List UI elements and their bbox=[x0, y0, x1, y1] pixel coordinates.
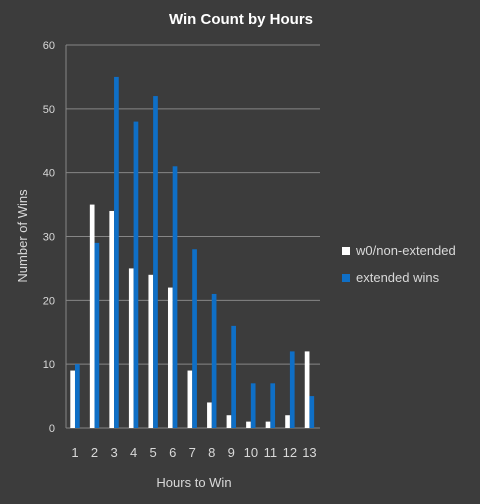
y-tick-label: 50 bbox=[43, 104, 55, 116]
bar-extended-5 bbox=[153, 96, 158, 429]
bar-non-extended-2 bbox=[89, 204, 95, 428]
x-tick-label: 7 bbox=[189, 445, 196, 460]
bar-extended-8 bbox=[211, 293, 217, 428]
x-tick-label: 13 bbox=[302, 445, 316, 460]
y-tick-label: 0 bbox=[49, 423, 55, 435]
bar-extended-2 bbox=[94, 242, 100, 428]
legend-label: extended wins bbox=[356, 270, 440, 285]
bar-non-extended-9 bbox=[226, 415, 232, 428]
legend-label: w0/non-extended bbox=[355, 243, 456, 258]
bar-extended-12 bbox=[289, 351, 295, 428]
bar-extended-11 bbox=[270, 383, 276, 428]
bar-extended-1 bbox=[74, 364, 80, 428]
x-tick-label: 9 bbox=[228, 445, 235, 460]
bar-extended-13 bbox=[309, 396, 315, 428]
y-tick-label: 10 bbox=[43, 359, 55, 371]
y-tick-label: 30 bbox=[43, 232, 55, 244]
y-tick-labels: 0 10 20 30 40 50 60 bbox=[43, 40, 55, 435]
x-tick-label: 2 bbox=[91, 445, 98, 460]
chart-title: Win Count by Hours bbox=[169, 11, 313, 28]
x-tick-label: 3 bbox=[110, 445, 117, 460]
bars bbox=[70, 76, 315, 429]
bar-extended-6 bbox=[172, 166, 178, 429]
bar-non-extended-11 bbox=[265, 421, 271, 428]
bar-non-extended-3 bbox=[109, 210, 115, 428]
x-axis-label: Hours to Win bbox=[156, 475, 231, 490]
legend-swatch bbox=[342, 247, 350, 255]
bar-extended-4 bbox=[133, 121, 139, 428]
bar-non-extended-6 bbox=[167, 287, 173, 428]
x-tick-label: 5 bbox=[150, 445, 157, 460]
bar-non-extended-13 bbox=[304, 351, 310, 428]
x-tick-label: 12 bbox=[283, 445, 297, 460]
bar-non-extended-4 bbox=[128, 268, 134, 428]
bar-non-extended-8 bbox=[207, 402, 212, 428]
bar-extended-10 bbox=[250, 383, 256, 428]
bar-non-extended-10 bbox=[246, 421, 251, 428]
bar-non-extended-1 bbox=[70, 370, 75, 428]
x-tick-labels: 1 2 3 4 5 6 7 8 9 10 11 12 13 bbox=[71, 445, 316, 460]
bar-non-extended-7 bbox=[187, 370, 193, 428]
y-tick-label: 60 bbox=[43, 40, 55, 52]
y-tick-label: 20 bbox=[43, 295, 55, 307]
legend-swatch bbox=[342, 274, 350, 282]
bar-extended-3 bbox=[114, 76, 119, 429]
legend: w0/non-extended extended wins bbox=[342, 243, 456, 285]
x-tick-label: 1 bbox=[71, 445, 78, 460]
x-tick-label: 6 bbox=[169, 445, 176, 460]
bar-extended-7 bbox=[192, 249, 197, 428]
x-tick-label: 4 bbox=[130, 445, 137, 460]
y-axis-label: Number of Wins bbox=[15, 189, 30, 283]
x-tick-label: 10 bbox=[244, 445, 258, 460]
x-tick-label: 11 bbox=[264, 445, 278, 460]
y-tick-label: 40 bbox=[43, 168, 55, 180]
x-tick-label: 8 bbox=[208, 445, 215, 460]
bar-non-extended-5 bbox=[148, 274, 154, 428]
bar-extended-9 bbox=[231, 325, 236, 428]
bar-non-extended-12 bbox=[285, 415, 290, 428]
